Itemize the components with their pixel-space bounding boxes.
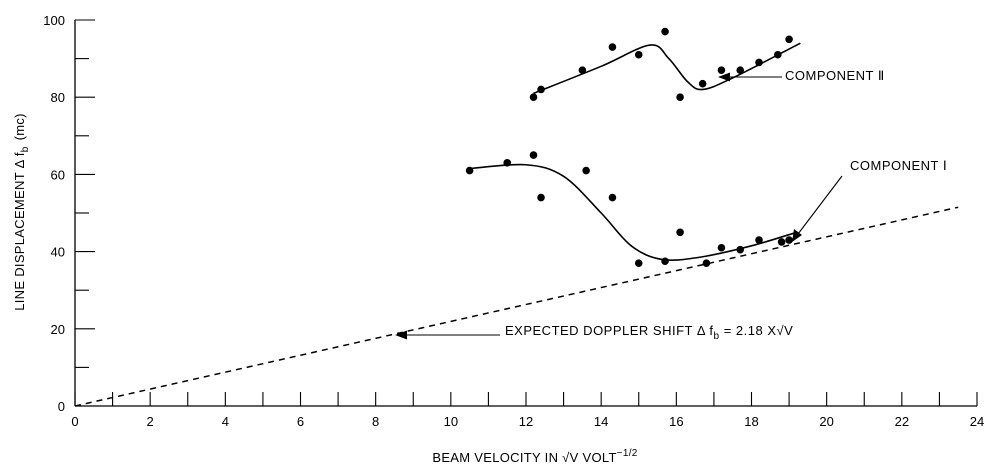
component-ii-point xyxy=(537,85,545,94)
y-axis-title-text: LINE DISPLACEMENT Δ f xyxy=(12,152,27,311)
y-tick-label: 80 xyxy=(51,90,65,105)
data-points xyxy=(465,27,793,267)
component-i-arrowhead xyxy=(792,229,802,242)
x-tick-label: 8 xyxy=(372,414,379,429)
component-i-point xyxy=(777,238,786,246)
component-ii-point xyxy=(676,93,684,101)
doppler-label-suffix: = 2.18 X√V xyxy=(720,323,794,338)
component-i-point xyxy=(582,166,590,175)
y-tick-label: 20 xyxy=(51,322,65,337)
x-tick-label: 12 xyxy=(519,414,533,429)
component-i-point xyxy=(785,236,793,244)
component-ii-point xyxy=(774,50,782,59)
component-ii-point xyxy=(736,66,745,74)
x-tick-label: 18 xyxy=(744,414,758,429)
x-tick-label: 20 xyxy=(819,414,833,429)
component-ii-arrowhead xyxy=(718,72,730,82)
doppler-shift-line xyxy=(74,206,959,407)
doppler-label: EXPECTED DOPPLER SHIFT Δ fb = 2.18 X√V xyxy=(505,323,793,342)
component-i-label: COMPONENT Ⅰ xyxy=(850,158,947,173)
y-axis-title: LINE DISPLACEMENT Δ fb (mc) xyxy=(12,113,31,311)
x-tick-label: 14 xyxy=(594,414,608,429)
y-tick-label: 40 xyxy=(51,245,65,260)
component-ii-point xyxy=(578,66,587,74)
component-i-point xyxy=(702,259,711,267)
y-axis-title-unit: (mc) xyxy=(12,113,27,140)
x-axis-ticks: 0 2 4 6 8 10 12 14 16 18 20 22 24 xyxy=(71,392,984,429)
component-i-point xyxy=(465,166,474,175)
component-ii-point xyxy=(661,27,669,36)
component-ii-point xyxy=(608,43,617,51)
x-tick-label: 16 xyxy=(669,414,683,429)
component-i-point xyxy=(717,243,726,252)
annotations: COMPONENT Ⅱ COMPONENT Ⅰ EXPECTED DOPPLER… xyxy=(395,68,947,342)
x-axis-title-text: BEAM VELOCITY IN √V VOLT xyxy=(432,450,616,465)
y-tick-label: 60 xyxy=(51,167,65,182)
x-tick-label: 0 xyxy=(71,414,78,429)
doppler-label-sub: b xyxy=(714,331,720,342)
doppler-label-prefix: EXPECTED DOPPLER SHIFT Δ f xyxy=(505,323,714,338)
component-i-curve xyxy=(469,163,797,261)
component-ii-point xyxy=(529,93,538,101)
component-i-point xyxy=(755,236,763,244)
y-axis-ticks: 0 20 40 60 80 100 xyxy=(43,13,95,414)
x-tick-label: 4 xyxy=(222,414,229,429)
component-i-point xyxy=(676,228,684,237)
component-i-point xyxy=(661,257,669,266)
component-ii-point xyxy=(698,79,707,88)
component-ii-point xyxy=(717,66,726,74)
component-ii-label: COMPONENT Ⅱ xyxy=(785,68,885,83)
x-axis-title: BEAM VELOCITY IN √V VOLT−1/2 xyxy=(432,448,637,465)
series-lines xyxy=(74,42,959,407)
x-tick-label: 2 xyxy=(147,414,154,429)
component-i-arrow xyxy=(797,175,843,235)
component-ii-point xyxy=(755,58,763,67)
component-ii-point xyxy=(634,50,643,59)
component-i-point xyxy=(529,151,538,159)
y-tick-label: 100 xyxy=(43,13,65,28)
x-tick-label: 10 xyxy=(444,414,458,429)
y-tick-label: 0 xyxy=(58,399,65,414)
component-ii-curve xyxy=(533,42,801,95)
x-tick-label: 22 xyxy=(895,414,909,429)
component-i-point xyxy=(503,159,512,167)
doppler-arrowhead xyxy=(395,330,407,340)
x-tick-label: 6 xyxy=(297,414,304,429)
component-i-point xyxy=(608,193,617,202)
component-i-point xyxy=(537,193,545,202)
x-tick-label: 24 xyxy=(970,414,984,429)
x-axis-title-exp: −1/2 xyxy=(617,448,638,459)
y-axis-title-sub: b xyxy=(20,146,31,152)
component-ii-point xyxy=(785,35,793,44)
component-i-point xyxy=(736,245,745,254)
component-i-point xyxy=(634,259,643,267)
